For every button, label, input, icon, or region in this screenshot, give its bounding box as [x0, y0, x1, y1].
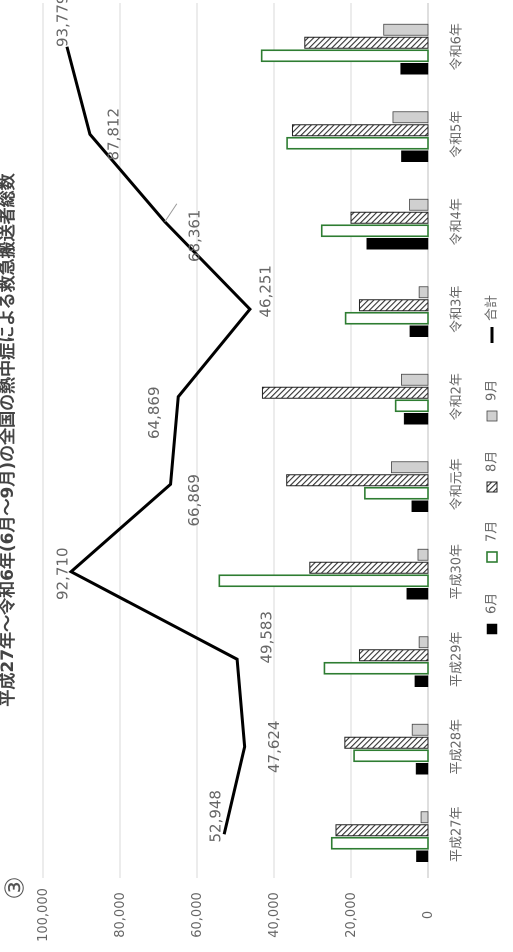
bar: [420, 811, 429, 824]
bar: [400, 63, 429, 75]
title-layer: 平成27年～令和6年(6月～9月)の全国の熱中症による救急搬送者総数: [0, 172, 18, 706]
x-tick-label: 令和2年: [450, 373, 465, 420]
x-tick-label: 令和元年: [450, 458, 465, 510]
data-label: 68,361: [185, 210, 203, 263]
x-tick-label: 令和5年: [450, 111, 465, 158]
bar: [218, 574, 429, 588]
legend-item: 6月: [485, 593, 500, 635]
bar: [260, 49, 429, 63]
bar: [261, 386, 429, 399]
corner-mark: ③: [0, 876, 31, 900]
bar: [286, 136, 429, 150]
data-label: 87,812: [104, 108, 122, 161]
bar: [417, 548, 429, 561]
bar: [366, 238, 429, 250]
y-tick-label: 100,000: [36, 888, 51, 942]
data-label: 46,251: [256, 265, 274, 318]
legend-swatch: [486, 551, 498, 563]
legend-label: 7月: [485, 521, 500, 542]
legend-item: 合計: [484, 295, 500, 343]
bar: [401, 373, 429, 386]
bar: [320, 224, 429, 238]
y-tick-label: 40,000: [267, 892, 282, 938]
bar: [309, 561, 429, 574]
line-layer: [65, 46, 252, 835]
label-leader-line: [164, 203, 178, 223]
data-label: 93,779: [53, 0, 71, 47]
data-label: 92,710: [54, 548, 72, 601]
data-label: 52,948: [207, 790, 225, 843]
x-tick-label: 平成27年: [450, 806, 465, 862]
bar: [291, 124, 429, 137]
bar: [344, 736, 429, 749]
bar: [286, 474, 429, 487]
legend-layer: 6月 7月 8月 9月 合計: [484, 295, 500, 635]
bar: [335, 824, 429, 837]
x-tick-label: 令和6年: [450, 23, 465, 70]
legend-label: 合計: [484, 295, 500, 321]
data-label: 49,583: [258, 611, 276, 664]
bar: [401, 150, 429, 162]
bar: [411, 723, 429, 736]
bar: [416, 850, 429, 862]
bar: [418, 636, 429, 649]
label-layer: 52,948 47,624 49,583 92,710 66,869 64,869 46,2…: [53, 0, 283, 843]
bar-layer: [218, 23, 429, 862]
x-tick-label: 平成28年: [450, 719, 465, 775]
bar: [358, 649, 429, 662]
bar: [391, 461, 429, 474]
bar: [353, 749, 429, 763]
legend-swatch: [486, 481, 498, 493]
legend-item: 9月: [485, 380, 500, 422]
axis-layer: 0 20,000 40,000 60,000 80,000 100,000 平成27年 平成2…: [36, 23, 465, 942]
x-tick-label: 平成29年: [450, 631, 465, 687]
total-line: [65, 46, 252, 835]
data-label: 66,869: [185, 474, 203, 527]
legend-swatch: [486, 410, 498, 422]
x-tick-label: 平成30年: [450, 544, 465, 600]
bar: [350, 211, 429, 224]
y-tick-label: 80,000: [113, 892, 128, 938]
bar: [364, 486, 429, 500]
legend-label: 6月: [485, 593, 500, 614]
chart-title: 平成27年～令和6年(6月～9月)の全国の熱中症による救急搬送者総数: [0, 172, 18, 706]
bar: [344, 311, 429, 325]
x-tick-label: 令和3年: [450, 286, 465, 333]
bar: [409, 198, 429, 211]
bar: [358, 299, 429, 312]
data-label: 64,869: [145, 387, 163, 440]
bar: [415, 763, 429, 775]
y-tick-label: 20,000: [344, 892, 359, 938]
legend-item: 8月: [485, 451, 500, 493]
bar: [392, 111, 429, 124]
legend-label: 8月: [485, 451, 500, 472]
bar: [304, 36, 429, 49]
y-tick-label: 60,000: [190, 892, 205, 938]
bar: [323, 661, 429, 675]
y-tick-label: 0: [421, 911, 436, 919]
bar: [394, 399, 429, 413]
legend-swatch: [486, 623, 498, 635]
bar: [383, 23, 429, 36]
bar: [414, 675, 429, 687]
bar: [406, 588, 429, 600]
legend-item: 7月: [485, 521, 500, 563]
bar: [403, 413, 429, 425]
x-tick-label: 令和4年: [450, 198, 465, 245]
legend-label: 9月: [485, 380, 500, 401]
data-label: 47,624: [265, 721, 283, 774]
bar: [409, 325, 429, 337]
bar: [330, 836, 429, 850]
bar: [411, 500, 429, 512]
bar: [418, 286, 429, 299]
